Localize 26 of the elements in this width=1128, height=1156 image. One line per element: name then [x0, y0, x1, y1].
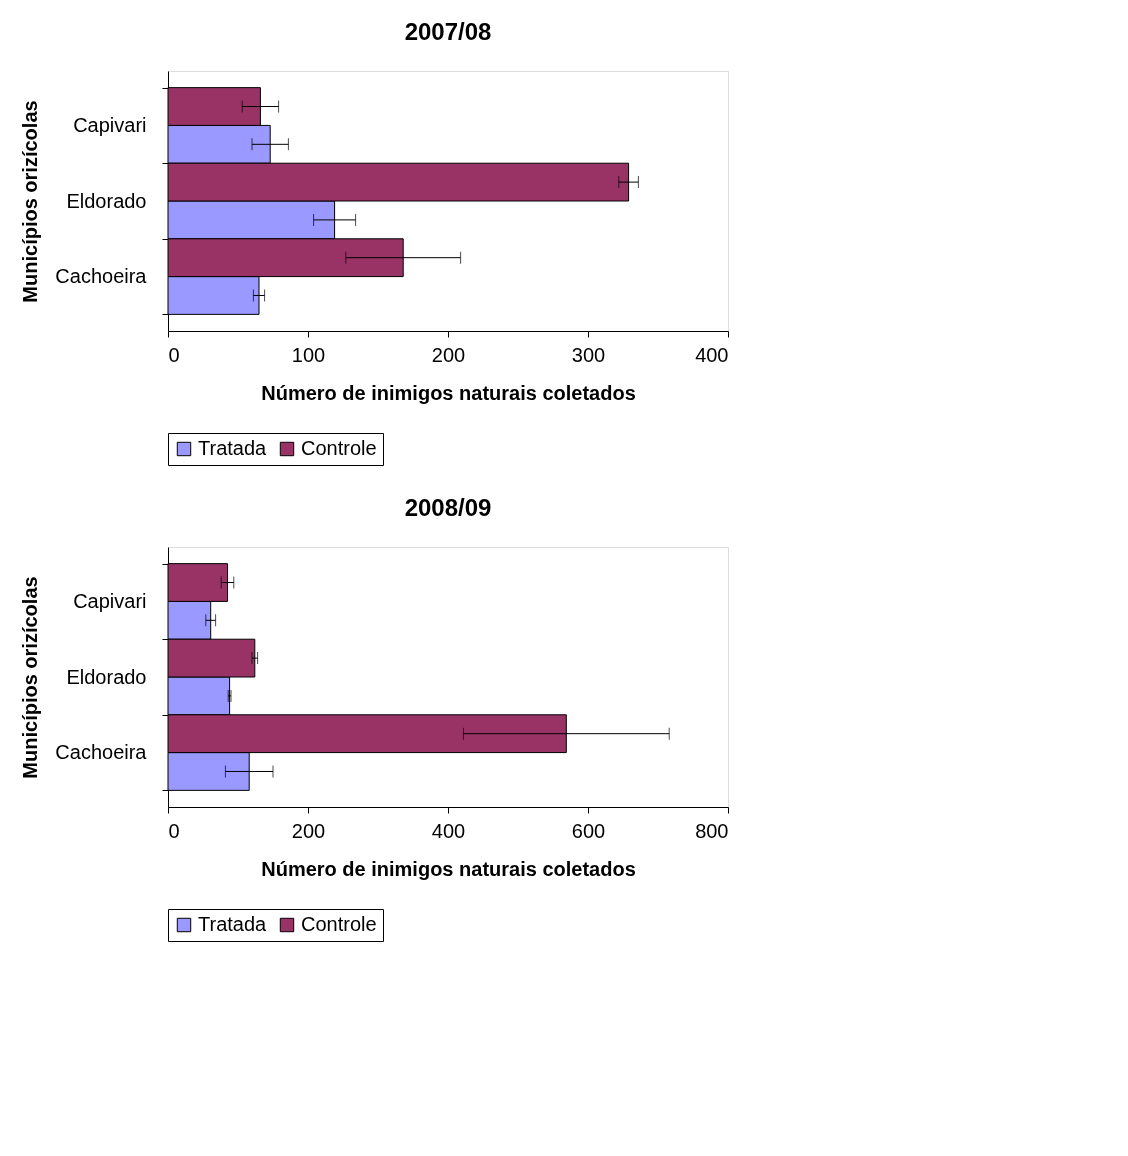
y-tick-label: Capivari — [73, 589, 147, 612]
legend-label: Tratada — [198, 437, 268, 459]
x-tick-label: 800 — [695, 819, 729, 842]
legend-label: Controle — [301, 437, 377, 459]
x-tick-label: 300 — [571, 343, 606, 366]
x-axis-title: Número de inimigos naturais coletados — [261, 857, 636, 880]
x-tick-label: 100 — [291, 343, 326, 366]
y-tick-label: Eldorado — [66, 189, 147, 212]
chart-title: 2008/09 — [404, 494, 492, 521]
y-axis-title: Municípios orizícolas — [19, 100, 42, 303]
x-tick-label: 200 — [431, 343, 466, 366]
x-tick-label: 0 — [168, 819, 180, 842]
x-tick-label: 400 — [695, 343, 729, 366]
x-tick-label: 400 — [431, 819, 466, 842]
legend-label: Tratada — [198, 913, 268, 935]
y-axis-title: Municípios orizícolas — [19, 576, 42, 779]
x-axis-title: Número de inimigos naturais coletados — [261, 381, 636, 404]
y-tick-label: Cachoeira — [55, 265, 148, 288]
y-tick-label: Eldorado — [66, 665, 147, 688]
y-tick-label: Cachoeira — [55, 741, 148, 764]
chart-title: 2007/08 — [404, 18, 492, 45]
y-tick-label: Capivari — [73, 113, 147, 136]
x-tick-label: 200 — [291, 819, 326, 842]
x-tick-label: 600 — [571, 819, 606, 842]
legend-label: Controle — [301, 913, 377, 935]
x-tick-label: 0 — [168, 343, 180, 366]
